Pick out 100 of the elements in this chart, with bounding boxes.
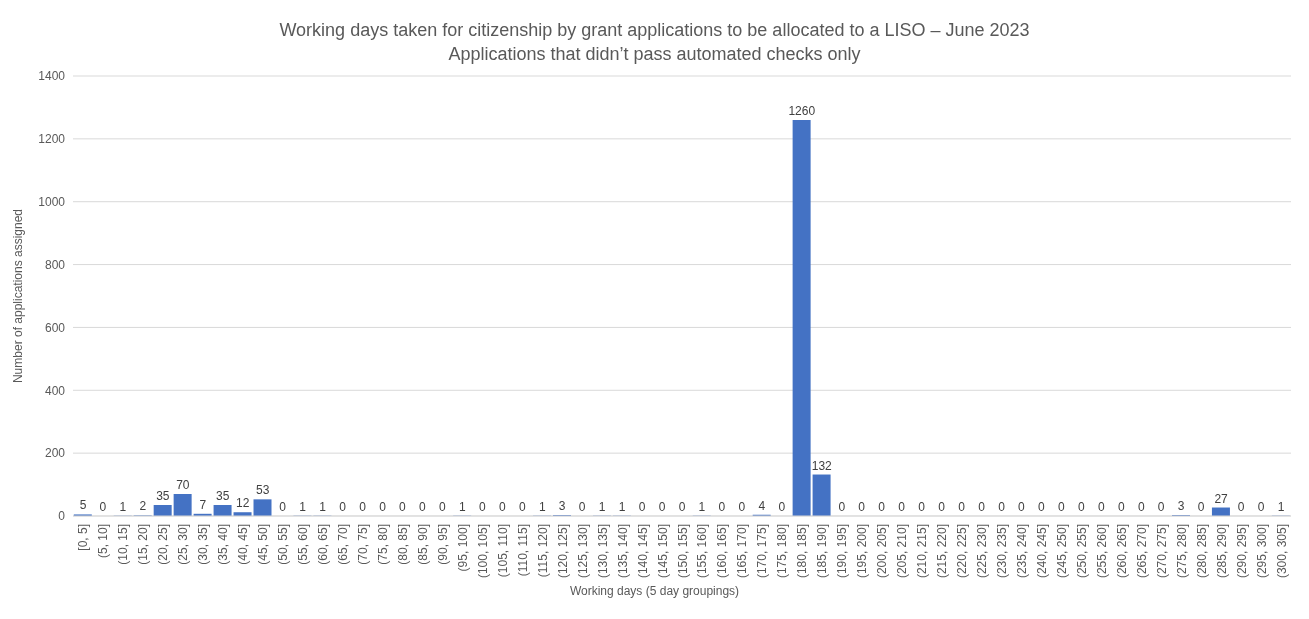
x-tick-label: (265, 270] — [1134, 524, 1149, 579]
x-tick-label: (165, 170] — [735, 524, 750, 579]
data-label: 0 — [1197, 500, 1205, 514]
x-tick-label: (80, 85] — [395, 524, 410, 565]
data-label: 0 — [778, 500, 786, 514]
x-tick-label: (130, 135] — [595, 524, 610, 579]
y-tick-label: 1200 — [38, 132, 66, 147]
x-tick-label: (5, 10] — [96, 524, 111, 559]
x-tick-label: (155, 160] — [695, 524, 710, 579]
data-label: 0 — [379, 500, 387, 514]
data-label: 3 — [1177, 499, 1185, 514]
data-label: 1 — [618, 499, 626, 514]
x-tick-label: (120, 125] — [555, 524, 570, 579]
data-label: 53 — [256, 483, 270, 498]
data-label: 1 — [598, 499, 606, 514]
x-tick-label: (65, 70] — [336, 524, 351, 565]
x-tick-label: (205, 210] — [895, 524, 910, 579]
x-tick-label: (35, 40] — [216, 524, 231, 565]
data-label: 35 — [216, 489, 230, 503]
y-tick-label: 0 — [58, 509, 66, 524]
data-label: 0 — [1097, 500, 1105, 514]
data-label: 0 — [359, 500, 367, 514]
x-tick-label: (200, 205] — [875, 524, 890, 579]
data-label: 0 — [678, 500, 686, 514]
x-tick-label: (260, 265] — [1114, 524, 1129, 579]
data-label: 1260 — [788, 104, 816, 118]
data-label: 0 — [938, 500, 946, 514]
x-tick-label: (90, 95] — [435, 524, 450, 565]
data-label: 4 — [758, 498, 766, 513]
x-tick-label: (275, 280] — [1174, 524, 1189, 579]
x-tick-label: (195, 200] — [855, 524, 870, 579]
y-tick-label: 400 — [44, 383, 66, 398]
x-tick-label: (20, 25] — [156, 524, 171, 565]
x-tick-label: (110, 115] — [515, 524, 530, 577]
x-tick-label: (15, 20] — [136, 524, 151, 565]
data-label: 0 — [1137, 500, 1145, 514]
x-tick-label: (225, 230] — [975, 524, 990, 579]
data-label: 0 — [478, 500, 486, 514]
data-label: 0 — [99, 500, 107, 514]
data-label: 1 — [698, 499, 706, 514]
x-axis-title: Working days (5 day groupings) — [568, 584, 741, 598]
x-tick-label: (10, 15] — [116, 524, 131, 565]
data-label: 0 — [638, 500, 646, 514]
x-tick-label: (45, 50] — [256, 524, 271, 565]
data-label: 0 — [419, 500, 427, 514]
data-label: 0 — [1237, 500, 1245, 514]
data-label: 0 — [858, 500, 866, 514]
data-label: 0 — [838, 500, 846, 514]
x-tick-label: (60, 65] — [316, 524, 331, 565]
x-tick-label: (70, 75] — [356, 524, 371, 565]
data-label: 0 — [718, 500, 726, 514]
x-tick-label: (115, 120] — [535, 524, 550, 578]
x-tick-label: (185, 190] — [815, 524, 830, 579]
x-tick-label: (30, 35] — [196, 524, 211, 565]
x-tick-label: (295, 300] — [1254, 524, 1269, 579]
x-tick-label: (285, 290] — [1214, 524, 1229, 579]
data-label: 0 — [279, 500, 287, 514]
data-label: 27 — [1214, 491, 1229, 506]
y-tick-label: 600 — [44, 320, 66, 335]
data-label: 0 — [978, 500, 986, 514]
x-tick-label: (240, 245] — [1034, 524, 1049, 579]
data-label: 0 — [498, 500, 506, 514]
x-tick-label: [0, 5] — [76, 524, 91, 551]
y-tick-label: 800 — [44, 257, 66, 272]
x-tick-label: (250, 255] — [1074, 524, 1089, 579]
x-tick-label: (230, 235] — [995, 524, 1009, 579]
x-tick-label: (235, 240] — [1014, 524, 1029, 579]
x-tick-label: (50, 55] — [276, 524, 291, 565]
x-tick-label: (95, 100] — [455, 524, 470, 572]
x-tick-label: (290, 295] — [1234, 524, 1249, 579]
data-label: 0 — [958, 500, 966, 514]
x-tick-label: (300, 305] — [1274, 524, 1289, 579]
data-label: 1 — [538, 499, 546, 514]
data-label: 1 — [459, 499, 467, 514]
data-label: 0 — [439, 500, 447, 514]
data-label: 0 — [658, 500, 666, 514]
x-tick-label: (220, 225] — [955, 524, 970, 579]
x-tick-label: (135, 140] — [615, 524, 630, 579]
x-tick-label: (105, 110] — [495, 524, 510, 578]
data-label: 5 — [79, 498, 87, 513]
data-label: 0 — [1038, 500, 1046, 514]
x-tick-label: (255, 260] — [1094, 524, 1109, 579]
data-label: 0 — [898, 500, 906, 514]
data-label: 132 — [811, 458, 833, 473]
data-label: 0 — [339, 500, 347, 514]
x-tick-label: (170, 175] — [755, 524, 770, 579]
chart-title: Working days taken for citizenship by grant applications to be allocated to a LISO – June 2023 — [278, 19, 1031, 42]
x-tick-label: (150, 155] — [675, 524, 690, 579]
x-tick-label: (160, 165] — [715, 524, 730, 579]
x-tick-label: (25, 30] — [176, 524, 191, 565]
data-label: 0 — [918, 500, 926, 514]
x-tick-label: (75, 80] — [376, 524, 391, 565]
x-tick-label: (180, 185] — [795, 524, 810, 579]
y-axis-title: Number of applications assigned — [11, 208, 26, 384]
data-label: 7 — [199, 497, 207, 512]
x-tick-label: (125, 130] — [575, 524, 590, 579]
data-label: 1 — [319, 499, 327, 514]
data-label: 0 — [1157, 500, 1165, 514]
data-label: 0 — [518, 500, 526, 514]
y-tick-label: 1000 — [38, 194, 66, 209]
